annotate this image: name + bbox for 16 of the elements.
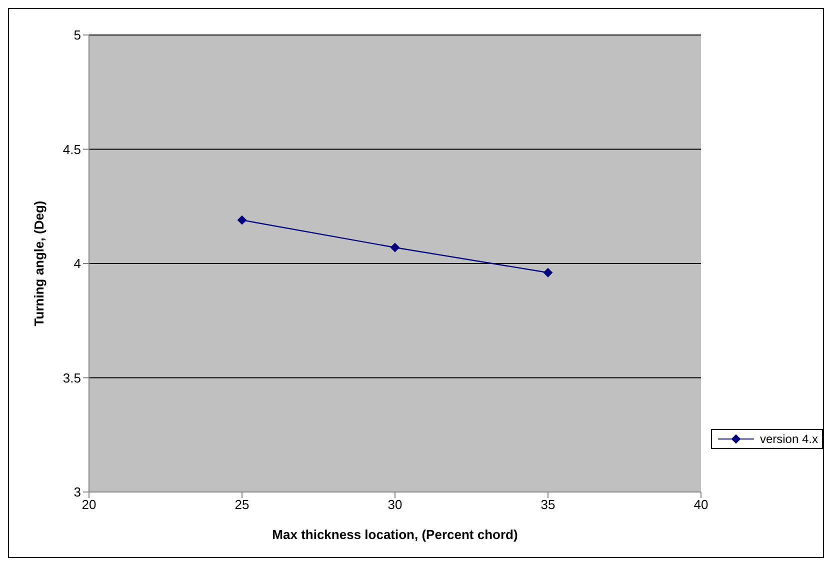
x-tick-label: 30 [388, 497, 402, 512]
y-tick-label: 5 [74, 28, 81, 43]
x-tick-label: 25 [234, 497, 250, 512]
x-axis-title: Max thickness location, (Percent chord) [272, 527, 518, 542]
y-tick-label: 4 [74, 256, 81, 272]
y-tick-label: 3 [74, 484, 81, 500]
y-axis-title: Turning angle, (Deg) [32, 200, 47, 326]
point [543, 268, 552, 278]
y-tick-label: 3.5 [62, 370, 81, 386]
x-tick-label: 35 [540, 497, 556, 512]
legend-label: version 4.x [760, 432, 818, 446]
x-tick-label: 20 [82, 497, 96, 512]
point [390, 243, 400, 252]
x-tick-label: 40 [694, 497, 708, 512]
point [237, 216, 246, 225]
y-tick-label: 4.5 [62, 142, 81, 157]
